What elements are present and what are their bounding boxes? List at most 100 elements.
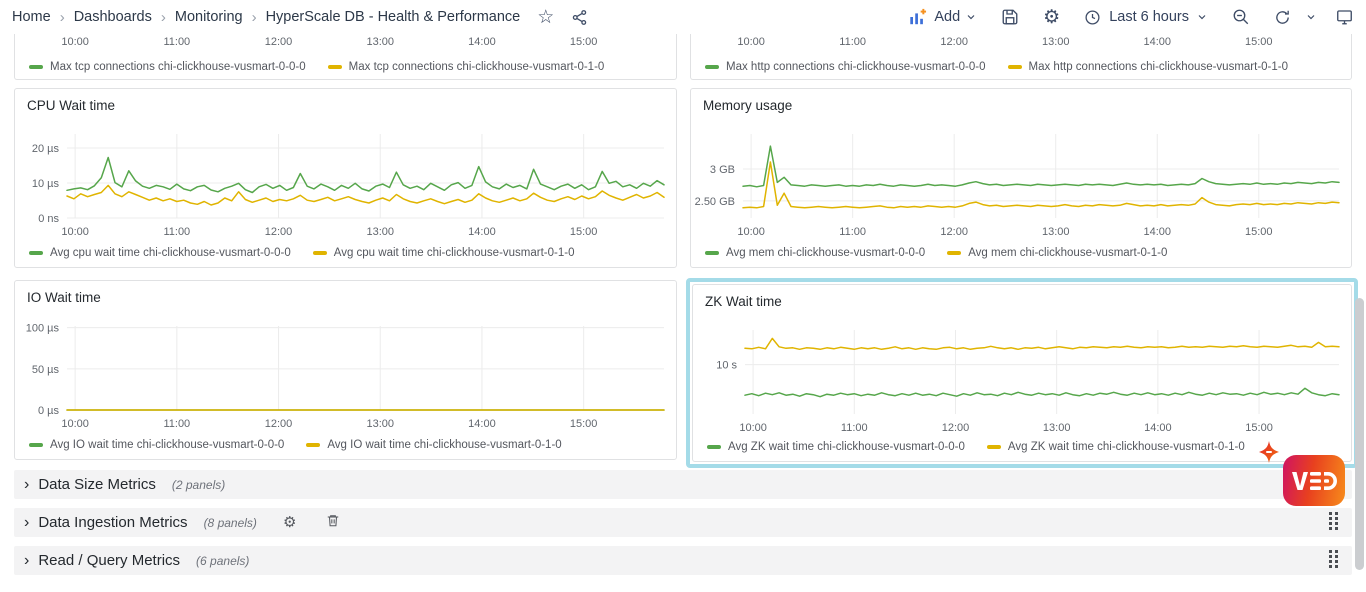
breadcrumb-home[interactable]: Home (12, 9, 51, 25)
legend-series-swatch (986, 445, 1001, 449)
panel-title[interactable]: ZK Wait time (705, 294, 782, 309)
refresh-interval-dropdown[interactable] (1305, 11, 1317, 23)
row-delete-trash-icon[interactable] (326, 513, 340, 533)
svg-text:14:00: 14:00 (468, 226, 496, 238)
row-read-query-metrics[interactable]: › Read / Query Metrics (6 panels) (14, 546, 1352, 575)
svg-text:15:00: 15:00 (570, 418, 598, 430)
svg-text:0 ns: 0 ns (38, 213, 59, 225)
row-data-ingestion-metrics[interactable]: › Data Ingestion Metrics (8 panels) ⚙ (14, 508, 1352, 537)
legend-series-swatch (705, 251, 719, 255)
legend-item[interactable]: Max tcp connections chi-clickhouse-vusma… (29, 61, 306, 73)
panel-zk-wait-time[interactable]: ZK Wait time 10 s 10:00 11:00 12:00 13:00 14:… (692, 284, 1352, 462)
save-dashboard-button[interactable] (1001, 8, 1019, 26)
add-button[interactable]: Add (908, 8, 977, 26)
memory-usage-chart: 2.50 GB 3 GB 10:00 11:00 12:00 13:00 14:00 15:0… (691, 123, 1351, 245)
breadcrumb-monitoring[interactable]: Monitoring (174, 9, 243, 25)
time-range-label: Last 6 hours (1109, 9, 1189, 25)
legend-series-label: Avg cpu wait time chi-clickhouse-vusmart… (333, 247, 575, 259)
row-drag-handle[interactable] (1327, 511, 1340, 535)
panel-http-connections[interactable]: 10:00 11:00 12:00 13:00 14:00 15:00 Max http … (690, 28, 1352, 80)
panel-title[interactable]: Memory usage (703, 98, 793, 113)
legend-item[interactable]: Avg ZK wait time chi-clickhouse-vusmart-… (986, 441, 1245, 453)
legend-item[interactable]: Avg IO wait time chi-clickhouse-vusmart-… (29, 439, 284, 451)
http-connections-legend: Max http connections chi-clickhouse-vusm… (705, 61, 1288, 73)
panel-memory-usage[interactable]: Memory usage 2.50 GB 3 GB 10:00 11:00 12:00 1… (690, 88, 1352, 268)
legend-item[interactable]: Avg cpu wait time chi-clickhouse-vusmart… (29, 247, 291, 259)
svg-text:11:00: 11:00 (839, 226, 866, 238)
svg-text:14:00: 14:00 (468, 36, 496, 48)
svg-text:10 µs: 10 µs (32, 178, 60, 190)
settings-gear-icon[interactable]: ⚙ (1043, 6, 1061, 28)
legend-series-label: Avg cpu wait time chi-clickhouse-vusmart… (50, 247, 291, 259)
svg-text:10:00: 10:00 (739, 422, 767, 434)
star-icon[interactable]: ☆ (537, 6, 555, 28)
legend-series-swatch (29, 443, 43, 447)
svg-text:3 GB: 3 GB (710, 164, 735, 176)
legend-series-label: Avg mem chi-clickhouse-vusmart-0-0-0 (726, 247, 926, 259)
breadcrumb-dashboards[interactable]: Dashboards (73, 9, 152, 25)
legend-series-swatch (29, 65, 43, 69)
svg-text:2.50 GB: 2.50 GB (695, 196, 735, 208)
tcp-connections-chart: 10:00 11:00 12:00 13:00 14:00 15:00 (15, 28, 676, 54)
row-settings-gear-icon[interactable]: ⚙ (282, 514, 297, 531)
panel-io-wait-time[interactable]: IO Wait time 0 µs 50 µs 100 µs 10:00 11:00 12… (14, 280, 677, 460)
svg-text:50 µs: 50 µs (32, 364, 60, 376)
row-panel-count: (2 panels) (171, 477, 226, 492)
svg-text:10:00: 10:00 (737, 36, 765, 48)
kiosk-mode-icon[interactable] (1335, 8, 1354, 26)
legend-series-swatch (29, 251, 43, 255)
svg-text:12:00: 12:00 (265, 226, 293, 238)
legend-item[interactable]: Max http connections chi-clickhouse-vusm… (705, 61, 986, 73)
breadcrumb-separator: › (59, 8, 65, 26)
svg-text:11:00: 11:00 (163, 36, 190, 48)
chevron-down-icon (1307, 15, 1315, 20)
svg-text:15:00: 15:00 (1245, 36, 1273, 48)
svg-text:15:00: 15:00 (1245, 226, 1273, 238)
vertical-scrollbar[interactable] (1355, 298, 1364, 570)
cpu-wait-time-chart: 0 ns 10 µs 20 µs 10:00 11:00 12:00 13:00 14:00 1… (15, 123, 676, 245)
share-icon[interactable] (571, 9, 588, 26)
chevron-down-icon (967, 15, 975, 20)
legend-series-swatch (306, 443, 321, 447)
svg-text:14:00: 14:00 (1144, 422, 1172, 434)
svg-text:13:00: 13:00 (1042, 226, 1070, 238)
row-data-size-metrics[interactable]: › Data Size Metrics (2 panels) (14, 470, 1352, 499)
legend-item[interactable]: Avg cpu wait time chi-clickhouse-vusmart… (312, 247, 575, 259)
panel-title[interactable]: CPU Wait time (27, 98, 116, 113)
svg-text:13:00: 13:00 (366, 36, 394, 48)
chevron-right-icon: › (24, 475, 30, 493)
svg-text:12:00: 12:00 (940, 36, 968, 48)
legend-series-swatch (312, 251, 327, 255)
legend-item[interactable]: Max http connections chi-clickhouse-vusm… (1007, 61, 1289, 73)
legend-item[interactable]: Max tcp connections chi-clickhouse-vusma… (327, 61, 604, 73)
svg-text:12:00: 12:00 (942, 422, 970, 434)
legend-series-label: Avg IO wait time chi-clickhouse-vusmart-… (327, 439, 562, 451)
legend-series-swatch (947, 251, 962, 255)
legend-item[interactable]: Avg ZK wait time chi-clickhouse-vusmart-… (707, 441, 965, 453)
svg-text:15:00: 15:00 (1245, 422, 1273, 434)
refresh-button[interactable] (1274, 9, 1291, 26)
svg-text:13:00: 13:00 (366, 226, 394, 238)
panel-tcp-connections[interactable]: 10:00 11:00 12:00 13:00 14:00 15:00 Max tcp c… (14, 28, 677, 80)
time-range-picker[interactable]: Last 6 hours (1084, 9, 1208, 26)
legend-series-label: Max tcp connections chi-clickhouse-vusma… (50, 61, 306, 73)
top-navigation-bar: Home › Dashboards › Monitoring › HyperSc… (0, 0, 1366, 34)
zoom-out-button[interactable] (1232, 8, 1250, 26)
http-connections-chart: 10:00 11:00 12:00 13:00 14:00 15:00 (691, 28, 1351, 54)
svg-text:12:00: 12:00 (265, 418, 293, 430)
legend-series-label: Avg IO wait time chi-clickhouse-vusmart-… (50, 439, 285, 451)
legend-item[interactable]: Avg mem chi-clickhouse-vusmart-0-0-0 (705, 247, 925, 259)
svg-text:10:00: 10:00 (61, 418, 89, 430)
svg-text:13:00: 13:00 (366, 418, 394, 430)
breadcrumb: Home › Dashboards › Monitoring › HyperSc… (12, 8, 588, 27)
legend-item[interactable]: Avg IO wait time chi-clickhouse-vusmart-… (306, 439, 562, 451)
legend-item[interactable]: Avg mem chi-clickhouse-vusmart-0-1-0 (947, 247, 1167, 259)
chevron-right-icon: › (24, 551, 30, 569)
svg-text:11:00: 11:00 (163, 226, 190, 238)
legend-series-label: Max http connections chi-clickhouse-vusm… (1028, 61, 1289, 73)
row-drag-handle[interactable] (1327, 549, 1340, 573)
panel-title[interactable]: IO Wait time (27, 290, 101, 305)
panel-cpu-wait-time[interactable]: CPU Wait time 0 ns 10 µs 20 µs 10:00 11:00 12… (14, 88, 677, 268)
legend-series-label: Max http connections chi-clickhouse-vusm… (726, 61, 986, 73)
legend-series-label: Avg mem chi-clickhouse-vusmart-0-1-0 (968, 247, 1168, 259)
